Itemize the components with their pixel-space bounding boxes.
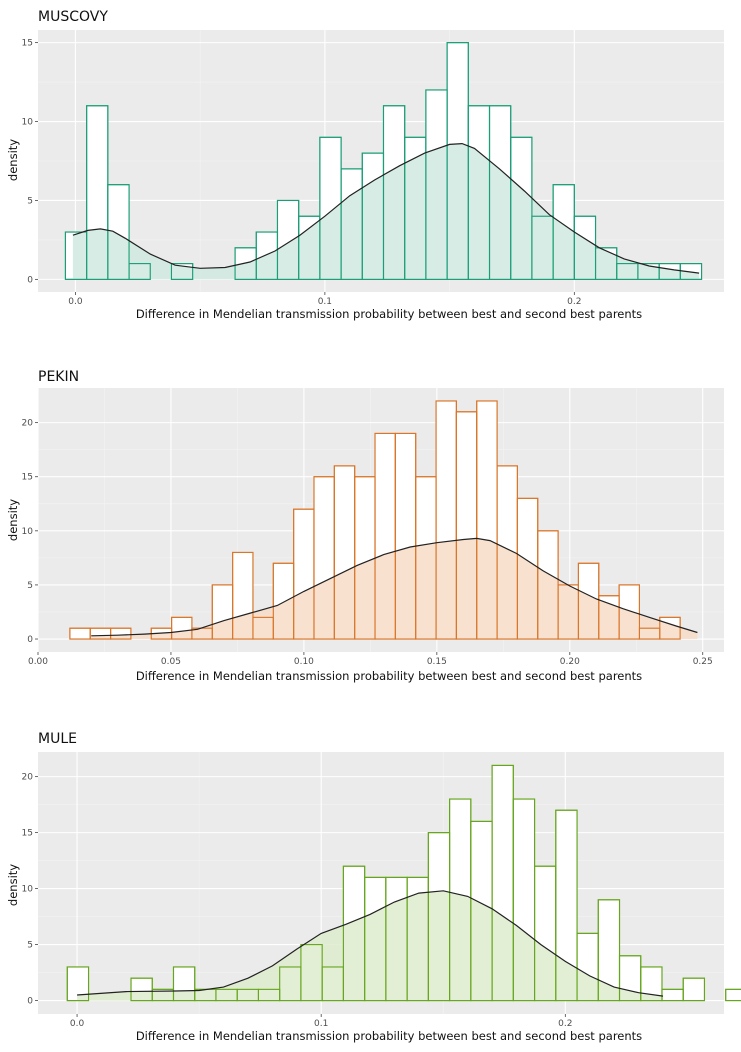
density-area [91, 538, 698, 639]
panel-title: MUSCOVY [38, 9, 108, 25]
x-tick-label: 0.25 [693, 657, 713, 667]
pekin-panel: PEKIN 0 5 10 15 20 0.00 0.05 0.10 0.15 0.20 0.25 Di… [6, 369, 724, 683]
y-tick-label: 0 [27, 275, 33, 285]
y-tick-label: 10 [22, 118, 34, 128]
histogram-bar-outline [725, 988, 741, 1002]
x-axis-title: Difference in Mendelian transmission pro… [136, 1029, 642, 1043]
y-tick-label: 5 [27, 196, 33, 206]
x-tick-label: 0.20 [560, 657, 580, 667]
histogram-bar-outline [510, 136, 533, 280]
y-tick-label: 15 [22, 473, 33, 483]
y-tick-label: 20 [22, 419, 34, 429]
x-tick-label: 0.1 [318, 297, 332, 307]
histogram-bar-outline [555, 809, 578, 1002]
muscovy-panel: MUSCOVY 0 5 10 15 0.0 0.1 0.2 Difference in Men… [0, 0, 741, 345]
x-tick-label: 0.0 [68, 297, 83, 307]
density-line [91, 537, 698, 637]
y-tick-label: 15 [22, 829, 33, 839]
histogram-bar-outline [640, 966, 663, 1002]
pekin-chart: 0 5 10 15 20 0.00 0.05 0.10 0.15 0.20 0.25 Differen… [6, 388, 724, 683]
density-line [72, 142, 700, 274]
histogram-bar-outline [172, 966, 196, 1002]
histogram-bar [682, 977, 706, 1002]
y-axis-title: density [6, 499, 20, 541]
histogram-bar-outline [66, 966, 90, 1002]
histogram-bar-outline [110, 627, 132, 640]
density-area [72, 143, 700, 280]
histogram-bar-outline [107, 184, 130, 280]
histogram-bar-outline [597, 899, 621, 1002]
x-tick-label: 0.10 [294, 657, 314, 667]
histogram-bar-outline [659, 616, 681, 640]
y-tick-label: 0 [27, 997, 33, 1007]
x-tick-label: 0.2 [567, 297, 581, 307]
y-tick-label: 0 [27, 635, 33, 645]
histogram-bar-outline [618, 584, 640, 640]
y-tick-label: 10 [22, 527, 34, 537]
x-tick-label: 0.05 [161, 657, 181, 667]
y-axis-title: density [6, 139, 20, 181]
density-line [77, 890, 664, 997]
histogram-bar-outline [232, 551, 254, 640]
x-axis-title: Difference in Mendelian transmission pro… [136, 669, 642, 683]
histogram-bar-outline [679, 263, 703, 280]
histogram-bar [661, 988, 684, 1002]
panel-title: PEKIN [38, 369, 80, 385]
y-tick-label: 5 [27, 581, 33, 591]
x-tick-label: 0.15 [427, 657, 447, 667]
x-tick-label: 0.1 [314, 1019, 328, 1029]
x-axis-title: Difference in Mendelian transmission pro… [136, 307, 642, 321]
x-tick-label: 0.00 [28, 657, 48, 667]
histogram-bar-outline [128, 263, 151, 280]
histogram-bar-outline [682, 977, 706, 1002]
y-axis-title: density [6, 864, 20, 906]
y-tick-label: 20 [22, 773, 34, 783]
panel-title: MULE [38, 731, 77, 747]
x-tick-label: 0.2 [558, 1019, 572, 1029]
histogram-bar-outline [170, 263, 194, 280]
density-area [77, 890, 664, 1001]
y-tick-label: 15 [22, 39, 33, 49]
histogram-bar [725, 988, 741, 1002]
x-tick-label: 0.0 [70, 1019, 85, 1029]
y-tick-label: 10 [22, 885, 34, 895]
y-tick-label: 5 [27, 941, 33, 951]
